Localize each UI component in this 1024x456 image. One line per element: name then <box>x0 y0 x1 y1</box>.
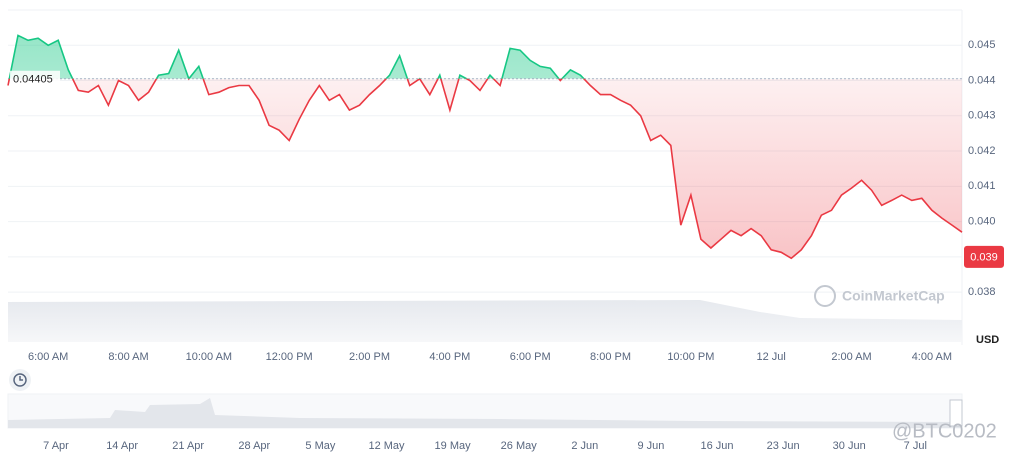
navigator-label: 16 Jun <box>700 440 733 452</box>
price-tag <box>964 245 1004 268</box>
x-tick-label: 8:00 PM <box>590 351 631 363</box>
y-tick-label: 0.040 <box>968 215 996 227</box>
y-tick-label: 0.043 <box>968 110 996 122</box>
line-above <box>8 34 585 79</box>
navigator-labels: 7 Apr 14 Apr 21 Apr 28 Apr 5 May 12 May 19 May… <box>43 440 927 452</box>
y-tick-label: 0.042 <box>968 145 996 157</box>
y-tick-label: 0.045 <box>968 39 996 51</box>
navigator-label: 19 May <box>435 440 472 452</box>
x-tick-label: 12 Jul <box>757 351 786 363</box>
x-tick-label: 10:00 AM <box>186 351 232 363</box>
x-tick-label: 4:00 PM <box>429 351 470 363</box>
navigator-label: 7 Apr <box>43 440 69 452</box>
navigator-label: 9 Jun <box>637 440 664 452</box>
x-tick-label: 4:00 AM <box>912 351 952 363</box>
y-tick-label: 0.038 <box>968 286 996 298</box>
x-tick-label: 2:00 PM <box>349 351 390 363</box>
area-below <box>8 78 962 259</box>
y-unit: USD <box>976 334 999 346</box>
watermark-text: CoinMarketCap <box>842 288 945 304</box>
navigator <box>7 393 963 429</box>
watermark: CoinMarketCap <box>814 285 945 307</box>
navigator-label: 28 Apr <box>238 440 270 452</box>
navigator-label: 12 May <box>368 440 405 452</box>
x-tick-label: 10:00 PM <box>667 351 714 363</box>
history-button[interactable] <box>9 369 31 391</box>
navigator-handle[interactable] <box>949 399 963 427</box>
navigator-label: 23 Jun <box>767 440 800 452</box>
x-tick-label: 6:00 PM <box>510 351 551 363</box>
price-tag-label: 0.039 <box>970 252 998 264</box>
navigator-label: 14 Apr <box>106 440 138 452</box>
watermark-logo <box>814 285 836 307</box>
plot: 0.04405 0.039 <box>7 34 1004 268</box>
footer-watermark: @BTC0202 <box>892 420 997 442</box>
navigator-label: 5 May <box>305 440 335 452</box>
navigator-label: 2 Jun <box>571 440 598 452</box>
x-tick-label: 2:00 AM <box>831 351 871 363</box>
area-above <box>9 35 584 79</box>
y-tick-label: 0.044 <box>968 74 996 86</box>
history-icon[interactable] <box>13 373 27 387</box>
x-tick-label: 12:00 PM <box>266 351 313 363</box>
baseline-label-bg <box>10 70 60 87</box>
navigator-label: 21 Apr <box>172 440 204 452</box>
navigator-label: 30 Jun <box>833 440 866 452</box>
y-tick-label: 0.041 <box>968 180 996 192</box>
volume-area <box>8 300 962 342</box>
navigator-label: 7 Jul <box>904 440 927 452</box>
navigator-label: 26 May <box>501 440 538 452</box>
line-below <box>7 78 963 260</box>
navigator-area <box>8 398 962 428</box>
x-tick-label: 6:00 AM <box>28 351 68 363</box>
x-tick-label: 8:00 AM <box>108 351 148 363</box>
baseline-label: 0.04405 <box>13 74 53 86</box>
history-icon-hand[interactable] <box>19 376 23 381</box>
